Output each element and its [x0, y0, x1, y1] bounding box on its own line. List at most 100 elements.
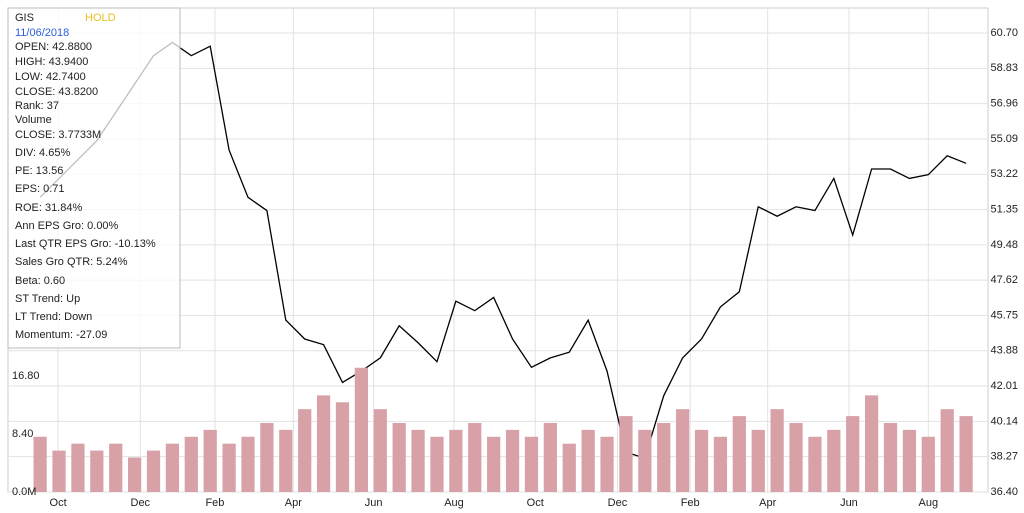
y-tick-label: 42.01: [990, 380, 1018, 392]
info-line: Last QTR EPS Gro: -10.13%: [15, 238, 156, 250]
x-tick-label: Aug: [919, 497, 939, 509]
info-line: Volume: [15, 114, 52, 126]
y-tick-label: 49.48: [990, 239, 1018, 251]
info-line: PE: 13.56: [15, 165, 63, 177]
volume-bar: [789, 422, 803, 492]
volume-bar: [146, 450, 161, 492]
volume-bar: [411, 429, 425, 492]
volume-bar: [298, 409, 312, 492]
rating: HOLD: [85, 12, 116, 24]
volume-bar: [52, 450, 66, 492]
volume-bar: [335, 402, 350, 492]
info-line: LT Trend: Down: [15, 311, 92, 323]
volume-bar: [581, 429, 595, 492]
info-line: Ann EPS Gro: 0.00%: [15, 220, 119, 232]
info-panel: [7, 7, 181, 349]
volume-bar: [354, 367, 368, 492]
volume-bar: [165, 443, 180, 492]
info-line: Sales Gro QTR: 5.24%: [15, 256, 128, 268]
volume-bar: [316, 395, 331, 492]
info-line: LOW: 42.7400: [15, 71, 86, 83]
y-tick-label: 56.96: [990, 98, 1018, 110]
volume-bar: [921, 436, 935, 492]
volume-bar: [373, 409, 387, 492]
x-tick-label: Feb: [681, 497, 700, 509]
y-tick-label: 45.75: [990, 309, 1018, 321]
volume-bar: [732, 416, 746, 492]
volume-bar: [33, 436, 47, 492]
x-tick-label: Jun: [365, 497, 383, 509]
y-tick-label: 40.14: [990, 415, 1018, 427]
volume-bar: [222, 443, 236, 492]
volume-bar: [184, 436, 198, 492]
y2-tick-label: 16.80: [12, 370, 40, 382]
y-tick-label: 47.62: [990, 274, 1018, 286]
volume-bar: [902, 429, 917, 492]
y-tick-label: 60.70: [990, 27, 1018, 39]
volume-bar: [468, 422, 482, 492]
volume-bar: [657, 422, 671, 492]
info-line: HIGH: 43.9400: [15, 56, 88, 68]
y-tick-label: 43.88: [990, 345, 1018, 357]
info-line: CLOSE: 43.8200: [15, 86, 98, 98]
x-tick-label: Apr: [759, 497, 776, 509]
y2-tick-label: 0.0M: [12, 486, 36, 498]
x-tick-label: Jun: [840, 497, 858, 509]
x-tick-label: Oct: [50, 497, 67, 509]
volume-bar: [751, 429, 765, 492]
volume-bar: [562, 443, 576, 492]
y2-tick-label: 8.40: [12, 428, 33, 440]
volume-bar: [808, 436, 822, 492]
volume-bar: [619, 416, 633, 492]
volume-bar: [203, 429, 217, 492]
volume-bar: [846, 416, 860, 492]
volume-bar: [959, 416, 973, 492]
x-tick-label: Dec: [608, 497, 628, 509]
volume-bar: [770, 409, 784, 492]
date: 11/06/2018: [15, 27, 69, 39]
info-line: EPS: 0.71: [15, 183, 65, 195]
y-tick-label: 55.09: [990, 133, 1018, 145]
volume-bar: [940, 409, 954, 492]
volume-bar: [883, 422, 898, 492]
x-tick-label: Oct: [527, 497, 544, 509]
volume-bar: [109, 443, 123, 492]
volume-bar: [638, 429, 652, 492]
volume-bar: [127, 457, 142, 492]
volume-bar: [713, 436, 728, 492]
volume-bar: [524, 436, 539, 492]
volume-bar: [260, 422, 274, 492]
x-tick-label: Apr: [285, 497, 302, 509]
volume-bar: [505, 429, 520, 492]
volume-bar: [694, 429, 709, 492]
info-line: ROE: 31.84%: [15, 202, 82, 214]
volume-bar: [449, 429, 463, 492]
volume-bar: [543, 422, 557, 492]
volume-bar: [71, 443, 85, 492]
info-line: DIV: 4.65%: [15, 147, 70, 159]
volume-bar: [392, 422, 406, 492]
volume-bar: [279, 429, 293, 492]
info-line: Beta: 0.60: [15, 275, 65, 287]
y-tick-label: 58.83: [990, 62, 1018, 74]
x-tick-label: Feb: [205, 497, 224, 509]
volume-bar: [676, 409, 690, 492]
info-line: CLOSE: 3.7733M: [15, 129, 101, 141]
volume-bar: [487, 436, 501, 492]
y-tick-label: 36.40: [990, 486, 1018, 498]
info-line: Momentum: -27.09: [15, 329, 107, 341]
y-tick-label: 51.35: [990, 204, 1018, 216]
y-tick-label: 38.27: [990, 451, 1018, 463]
info-line: OPEN: 42.8800: [15, 41, 92, 53]
info-line: Rank: 37: [15, 100, 59, 112]
volume-bar: [90, 450, 104, 492]
x-tick-label: Dec: [131, 497, 151, 509]
symbol: GIS: [15, 12, 34, 24]
volume-bar: [600, 436, 614, 492]
y-tick-label: 53.22: [990, 168, 1018, 180]
info-line: ST Trend: Up: [15, 293, 80, 305]
volume-bar: [430, 436, 444, 492]
volume-bar: [865, 395, 879, 492]
volume-bar: [827, 429, 841, 492]
